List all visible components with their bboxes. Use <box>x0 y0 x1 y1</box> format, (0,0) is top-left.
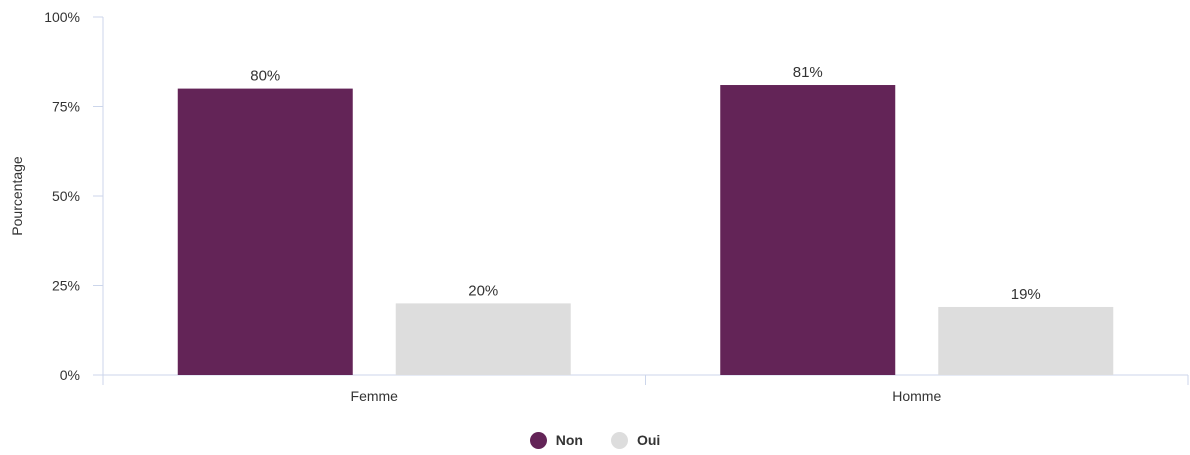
y-tick-label: 100% <box>44 9 80 25</box>
data-label-non: 80% <box>250 68 280 85</box>
legend-label-oui: Oui <box>636 432 661 448</box>
bar-non <box>720 85 896 376</box>
data-label-oui: 20% <box>468 282 498 299</box>
data-labels: 80% 81% 20% 19% <box>250 64 1041 303</box>
y-ticks: 0% 25% 50% 75% 100% <box>44 9 103 383</box>
y-tick-label: 25% <box>52 278 80 294</box>
legend-label-non: Non <box>555 432 583 448</box>
legend-item-oui[interactable]: Oui <box>610 431 661 449</box>
legend-swatch-non <box>529 431 547 449</box>
bar-non <box>177 88 353 375</box>
y-tick-label: 75% <box>52 99 80 115</box>
bars <box>177 85 1114 376</box>
y-tick-label: 50% <box>52 188 80 204</box>
bar-chart: Pourcentage 0% 25% 50% 75% 100% Femme Homme 8… <box>9 9 1189 404</box>
data-label-non: 81% <box>793 64 823 81</box>
bar-oui <box>395 303 571 375</box>
y-axis-title: Pourcentage <box>9 156 25 236</box>
legend: Non Oui <box>0 428 1190 452</box>
data-label-oui: 19% <box>1011 286 1041 303</box>
x-ticks: Femme Homme <box>102 375 1189 404</box>
legend-item-non[interactable]: Non <box>529 431 583 449</box>
x-tick-label: Homme <box>892 388 941 404</box>
bar-oui <box>938 306 1114 375</box>
y-tick-label: 0% <box>60 367 80 383</box>
legend-swatch-oui <box>610 431 628 449</box>
x-tick-label: Femme <box>351 388 399 404</box>
